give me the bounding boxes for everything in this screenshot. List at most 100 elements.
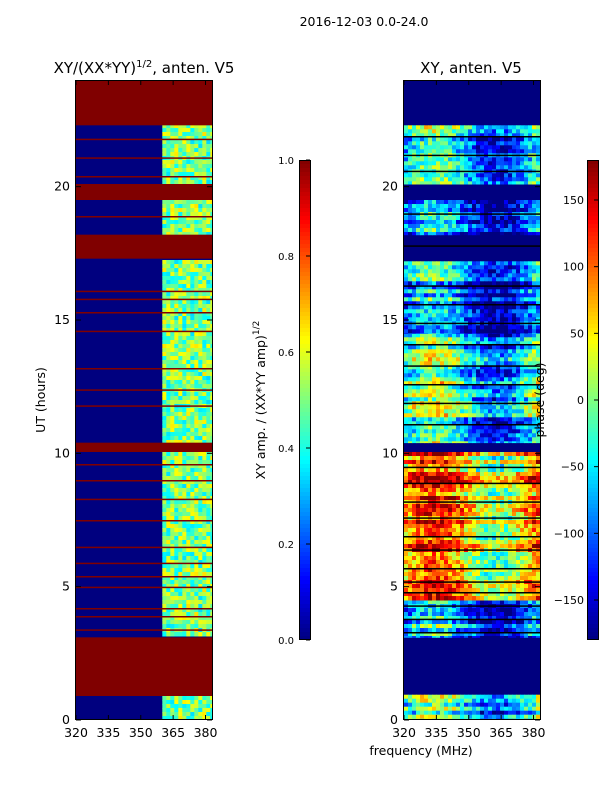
- heatmap-cell: [512, 480, 517, 485]
- heatmap-cell: [432, 305, 437, 310]
- heatmap-cell: [528, 464, 533, 469]
- heatmap-cell: [488, 385, 493, 390]
- heatmap-cell: [432, 504, 437, 509]
- heatmap-cell: [440, 596, 445, 601]
- heatmap-cell: [528, 289, 533, 294]
- heatmap-cell: [452, 393, 457, 398]
- heatmap-cell: [444, 484, 449, 489]
- heatmap-cell: [412, 265, 417, 270]
- heatmap-cell: [440, 492, 445, 497]
- heatmap-cell: [166, 296, 171, 301]
- heatmap-cell: [492, 289, 497, 294]
- heatmap-cell: [512, 289, 517, 294]
- heatmap-cell: [504, 297, 509, 302]
- heatmap-cell: [186, 608, 191, 613]
- heatmap-cell: [440, 472, 445, 477]
- heatmap-cell: [166, 336, 171, 341]
- heatmap-cell: [532, 349, 537, 354]
- heatmap-cell: [432, 429, 437, 434]
- heatmap-cell: [536, 464, 540, 469]
- heatmap-cell: [170, 612, 175, 617]
- heatmap-cell: [186, 224, 191, 229]
- heatmap-cell: [424, 496, 429, 501]
- amplitude-heatmap[interactable]: [76, 80, 215, 721]
- heatmap-cell: [424, 441, 429, 444]
- heatmap-cell: [500, 349, 505, 354]
- colorbar-segment: [300, 572, 310, 577]
- heatmap-cell: [512, 417, 517, 422]
- heatmap-cell: [536, 496, 540, 501]
- heatmap-cell: [484, 584, 489, 589]
- heatmap-cell: [162, 368, 167, 373]
- heatmap-cell: [186, 552, 191, 557]
- heatmap-cell: [428, 532, 433, 537]
- heatmap-cell: [408, 293, 413, 298]
- heatmap-cell: [162, 136, 167, 141]
- heatmap-cell: [524, 365, 529, 370]
- heatmap-cell: [516, 385, 521, 390]
- heatmap-cell: [460, 620, 465, 625]
- heatmap-cell: [170, 488, 175, 493]
- heatmap-cell: [496, 702, 501, 708]
- heatmap-cell: [210, 568, 212, 573]
- heatmap-cell: [444, 405, 449, 410]
- heatmap-cell: [428, 484, 433, 489]
- heatmap-cell: [162, 708, 167, 713]
- heatmap-cell: [166, 696, 171, 701]
- heatmap-cell: [174, 624, 179, 629]
- heatmap-cell: [528, 532, 533, 537]
- heatmap-cell: [456, 389, 461, 394]
- heatmap-cell: [516, 261, 521, 266]
- heatmap-cell: [186, 416, 191, 421]
- heatmap-cell: [432, 301, 437, 306]
- heatmap-cell: [162, 436, 167, 441]
- heatmap-cell: [500, 632, 505, 637]
- heatmap-cell: [492, 349, 497, 354]
- heatmap-cell: [512, 373, 517, 378]
- heatmap-cell: [512, 464, 517, 469]
- phase-panel-title: XY, anten. V5: [420, 59, 522, 77]
- heatmap-cell: [536, 512, 540, 517]
- heatmap-cell: [448, 536, 453, 541]
- heatmap-cell: [210, 268, 212, 273]
- colorbar-segment: [300, 420, 310, 425]
- heatmap-cell: [464, 694, 469, 700]
- heatmap-cell: [182, 556, 187, 561]
- heatmap-cell: [536, 417, 540, 422]
- heatmap-cell: [416, 706, 421, 712]
- heatmap-cell: [492, 600, 497, 605]
- heatmap-cell: [436, 397, 441, 402]
- heatmap-cell: [456, 409, 461, 414]
- heatmap-cell: [452, 624, 457, 629]
- phase-heatmap[interactable]: [404, 80, 541, 721]
- heatmap-cell: [202, 376, 207, 381]
- heatmap-cell: [472, 273, 477, 278]
- heatmap-cell: [532, 520, 537, 525]
- heatmap-cell: [508, 269, 513, 274]
- heatmap-cell: [428, 504, 433, 509]
- heatmap-cell: [460, 576, 465, 581]
- heatmap-cell: [436, 441, 441, 444]
- heatmap-cell: [460, 389, 465, 394]
- heatmap-cell: [170, 716, 175, 720]
- heatmap-cell: [536, 564, 540, 569]
- heatmap-cell: [416, 369, 421, 374]
- heatmap-cell: [416, 460, 421, 465]
- heatmap-cell: [190, 540, 195, 545]
- heatmap-cell: [456, 361, 461, 366]
- heatmap-cell: [404, 520, 409, 525]
- heatmap-cell: [206, 140, 211, 145]
- heatmap-cell: [162, 552, 167, 557]
- heatmap-cell: [436, 369, 441, 374]
- heatmap-cell: [202, 276, 207, 281]
- heatmap-cell: [194, 508, 199, 513]
- heatmap-cell: [472, 297, 477, 302]
- heatmap-cell: [536, 349, 540, 354]
- heatmap-cell: [166, 524, 171, 529]
- heatmap-cell: [492, 333, 497, 338]
- heatmap-cell: [178, 496, 183, 501]
- heatmap-cell: [444, 504, 449, 509]
- heatmap-cell: [170, 376, 175, 381]
- heatmap-cell: [432, 409, 437, 414]
- heatmap-cell: [412, 353, 417, 358]
